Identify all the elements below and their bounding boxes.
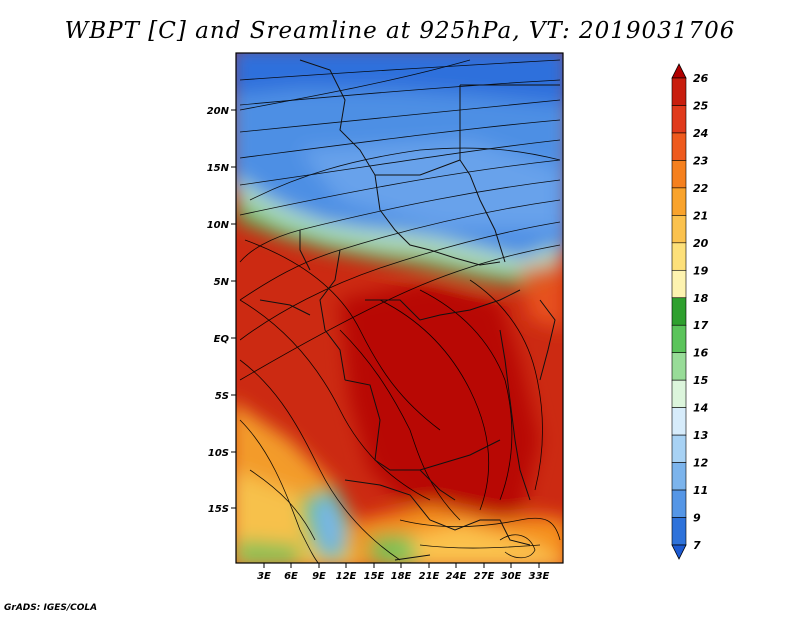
chart-title: WBPT [C] and Sreamline at 925hPa, VT: 20… [64,18,736,44]
map-frame [235,52,564,564]
colorbar-top-arrow [671,63,687,79]
lat-tick: 10S [208,448,229,459]
colorbar-label: 7 [693,539,701,552]
colorbar: 26 25 24 23 22 21 20 19 18 17 16 15 14 13 12 11 9 7 [671,63,709,560]
lon-tick: 9E [312,571,326,582]
colorbar-label: 18 [693,292,709,305]
lat-axis: 20N 15N 10N 5N EQ 5S 10S 15S [207,106,236,515]
colorbar-segment [671,324,687,354]
colorbar-label: 20 [693,237,709,250]
colorbar-label: 23 [693,154,709,167]
colorbar-label: 9 [693,512,701,525]
colorbar-segment [671,379,687,408]
lon-tick: 6E [284,571,298,582]
colorbar-label: 19 [693,264,709,277]
lon-tick: 18E [391,571,412,582]
colorbar-label: 25 [693,99,709,112]
country-borders [259,59,560,561]
credit-label: GrADS: IGES/COLA [4,603,98,613]
colorbar-label: 14 [693,402,708,415]
colorbar-label: 11 [693,484,708,497]
streamlines [239,59,561,563]
colorbar-label: 22 [693,182,709,195]
lat-tick: 15S [208,504,229,515]
colorbar-segment [671,352,687,381]
lat-tick: 5N [214,277,230,288]
colorbar-segment [671,407,687,436]
colorbar-segment [671,105,687,134]
colorbar-segment [671,215,687,244]
colorbar-label: 12 [693,457,709,470]
lat-tick: 15N [207,163,230,174]
colorbar-segment [671,269,687,299]
lon-axis: 3E 6E 9E 12E 15E 18E 21E 24E 27E 30E 33E [257,563,550,582]
lon-tick: 33E [529,571,550,582]
colorbar-segment [671,434,687,463]
colorbar-label: 21 [693,209,708,222]
colorbar-segment [671,187,687,216]
lon-tick: 15E [364,571,385,582]
lon-tick: 21E [419,571,440,582]
colorbar-segment [671,517,687,546]
colorbar-segment [671,132,687,161]
lon-tick: 30E [501,571,522,582]
colorbar-label: 26 [693,72,709,85]
colorbar-label: 17 [693,319,709,332]
lat-tick: EQ [214,334,230,345]
lat-tick: 5S [215,391,229,402]
colorbar-label: 13 [693,429,709,442]
lat-tick: 20N [207,106,230,117]
lon-tick: 24E [446,571,467,582]
colorbar-segment [671,242,687,271]
colorbar-label: 16 [693,347,709,360]
colorbar-segment [671,462,687,491]
colorbar-segment [671,489,687,518]
lon-tick: 12E [336,571,357,582]
colorbar-label: 15 [693,374,709,387]
colorbar-segment [671,77,687,106]
lat-tick: 10N [207,220,230,231]
lon-tick: 3E [257,571,271,582]
colorbar-label: 24 [693,127,708,140]
colorbar-segment [671,160,687,189]
colorbar-bottom-arrow [671,544,687,560]
lon-tick: 27E [474,571,495,582]
wbpt-field [236,53,563,563]
colorbar-segment [671,297,687,326]
